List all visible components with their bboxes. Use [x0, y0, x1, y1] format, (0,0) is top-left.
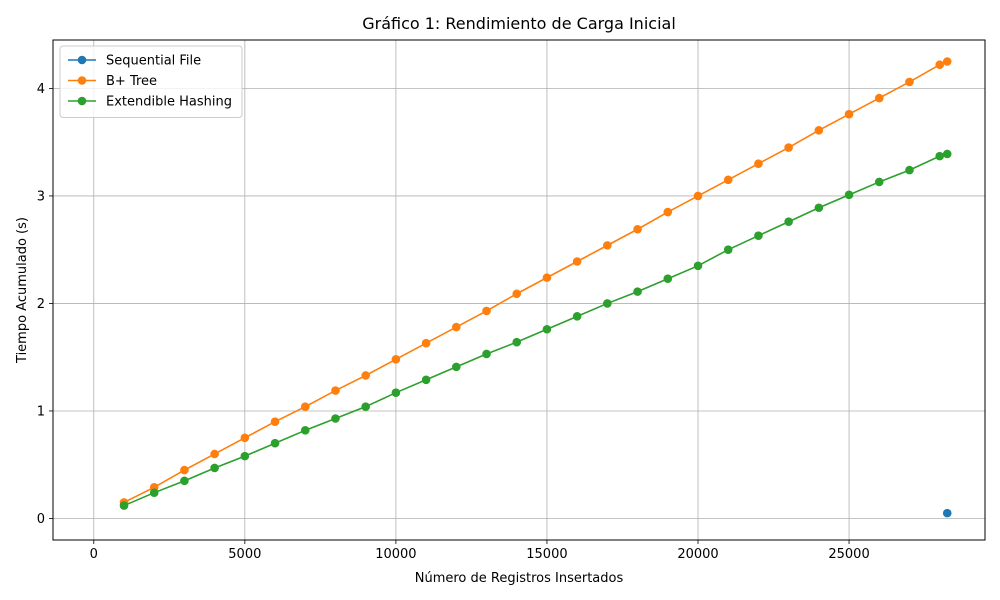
data-point-b-tree — [693, 191, 703, 201]
data-point-b-tree — [240, 433, 250, 443]
data-point-b-tree — [814, 126, 824, 135]
data-point-b-tree — [633, 224, 642, 234]
data-point-b-tree — [754, 159, 763, 168]
data-point-extendible-hashing — [784, 217, 793, 227]
chart-title: Gráfico 1: Rendimiento de Carga Inicial — [362, 14, 676, 33]
plot-series — [119, 57, 952, 518]
y-tick-label: 3 — [37, 189, 45, 204]
data-point-b-tree — [542, 273, 552, 282]
axis-ticks: 0 5000 10000 15000 20000 25000 0 1 2 3 4 — [37, 82, 870, 562]
data-point-extendible-hashing — [603, 299, 612, 308]
data-point-extendible-hashing — [331, 414, 340, 423]
y-axis-title: Tiempo Acumulado (s) — [15, 217, 30, 364]
x-tick-label: 10000 — [375, 547, 416, 562]
data-point-b-tree — [603, 241, 612, 250]
data-point-extendible-hashing — [663, 274, 673, 284]
data-point-extendible-hashing — [754, 231, 763, 240]
data-point-extendible-hashing — [180, 476, 189, 486]
data-point-b-tree — [482, 306, 491, 316]
legend-label-b-tree: B+ Tree — [106, 74, 157, 89]
x-axis-title: Número de Registros Insertados — [415, 571, 624, 586]
data-point-b-tree — [844, 109, 854, 119]
plot-frame — [52, 39, 986, 541]
data-point-b-tree — [180, 465, 189, 475]
data-point-b-tree — [361, 371, 370, 380]
data-point-extendible-hashing — [421, 375, 431, 385]
data-point-b-tree — [942, 57, 952, 66]
data-point-extendible-hashing — [149, 488, 159, 497]
data-point-extendible-hashing — [874, 177, 884, 187]
data-point-extendible-hashing — [240, 451, 250, 461]
x-tick-label: 20000 — [677, 547, 718, 562]
legend-swatch-marker-sequential-file — [77, 55, 87, 65]
data-point-extendible-hashing — [482, 349, 491, 359]
data-point-b-tree — [572, 257, 582, 266]
legend-swatch-marker-b-tree — [77, 76, 87, 85]
data-point-extendible-hashing — [361, 402, 370, 411]
legend: Sequential File B+ Tree Extendible Hashing — [59, 45, 243, 118]
data-point-extendible-hashing — [542, 324, 552, 334]
data-point-extendible-hashing — [935, 151, 944, 161]
y-tick-label: 2 — [37, 297, 45, 312]
data-point-extendible-hashing — [210, 463, 219, 473]
data-point-extendible-hashing — [119, 501, 129, 510]
data-point-b-tree — [905, 77, 914, 87]
data-point-sequential-file — [942, 508, 952, 518]
data-point-extendible-hashing — [942, 149, 952, 159]
x-tick-label: 25000 — [828, 547, 869, 562]
y-tick-label: 0 — [37, 512, 45, 527]
data-point-b-tree — [723, 175, 733, 185]
data-point-extendible-hashing — [723, 245, 733, 254]
legend-box — [59, 45, 243, 118]
data-point-b-tree — [331, 386, 340, 395]
data-point-b-tree — [512, 289, 522, 299]
data-point-extendible-hashing — [300, 426, 310, 435]
data-point-b-tree — [391, 355, 401, 364]
data-point-extendible-hashing — [512, 337, 522, 347]
data-point-extendible-hashing — [633, 287, 642, 296]
data-point-b-tree — [663, 207, 673, 217]
x-tick-label: 15000 — [526, 547, 567, 562]
x-tick-label: 5000 — [228, 547, 261, 562]
data-point-b-tree — [421, 338, 431, 348]
series-sequential-file — [942, 508, 952, 518]
y-tick-label: 4 — [37, 82, 45, 97]
series-extendible-hashing — [119, 149, 952, 510]
data-point-extendible-hashing — [844, 190, 854, 200]
data-point-extendible-hashing — [905, 165, 914, 175]
data-point-b-tree — [874, 93, 884, 103]
legend-label-extendible-hashing: Extendible Hashing — [106, 95, 232, 110]
data-point-b-tree — [270, 417, 280, 427]
data-point-b-tree — [935, 60, 944, 70]
data-point-b-tree — [784, 143, 793, 152]
data-point-extendible-hashing — [693, 261, 703, 271]
legend-label-sequential-file: Sequential File — [106, 54, 201, 69]
legend-swatch-marker-extendible-hashing — [77, 96, 87, 106]
data-point-extendible-hashing — [270, 438, 280, 448]
data-point-b-tree — [452, 322, 461, 332]
data-point-b-tree — [300, 402, 310, 411]
data-point-extendible-hashing — [572, 312, 582, 321]
data-point-extendible-hashing — [452, 362, 461, 372]
x-tick-label: 0 — [90, 547, 98, 562]
data-point-extendible-hashing — [814, 203, 824, 213]
data-point-b-tree — [210, 449, 219, 459]
data-point-extendible-hashing — [391, 388, 401, 397]
y-tick-label: 1 — [37, 404, 45, 419]
